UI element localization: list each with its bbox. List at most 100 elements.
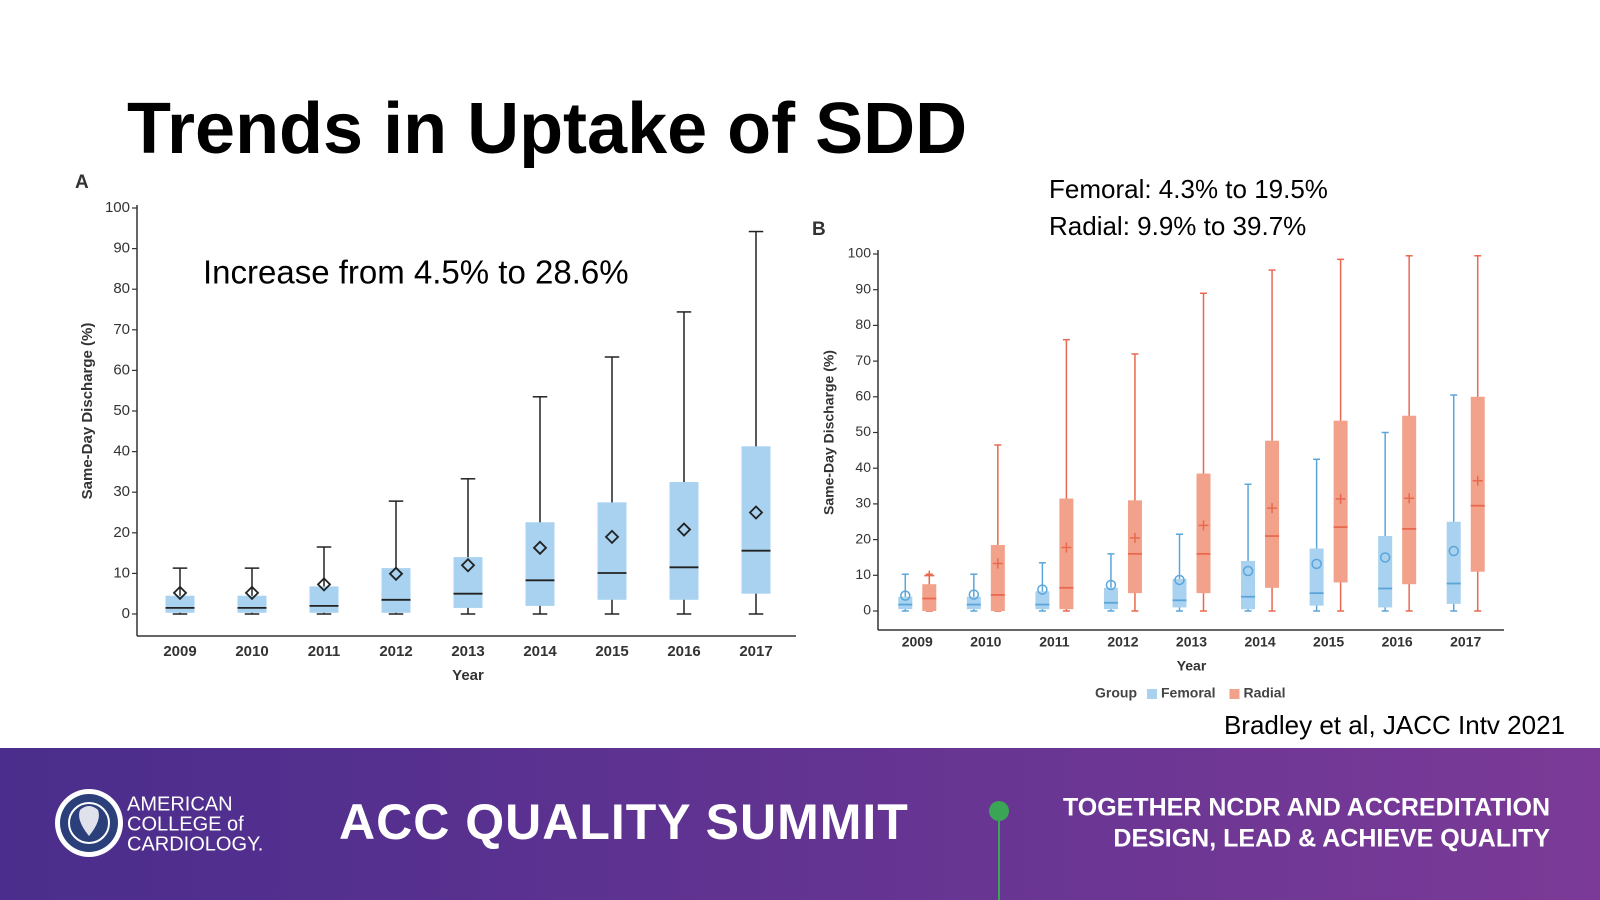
y-tick-label: 30 xyxy=(855,495,871,511)
x-tick-label: 2015 xyxy=(1313,634,1344,650)
mean xyxy=(1105,579,1117,591)
x-tick-label: 2015 xyxy=(595,643,628,660)
box xyxy=(381,568,411,613)
y-tick-label: 20 xyxy=(113,524,130,541)
mean xyxy=(924,570,935,581)
footer-band xyxy=(0,748,1600,900)
mean xyxy=(1379,552,1391,563)
x-tick-label: 2009 xyxy=(902,634,933,650)
mean xyxy=(316,577,332,592)
legend-title: Group xyxy=(1095,685,1137,701)
box xyxy=(597,502,627,600)
y-tick-label: 0 xyxy=(863,602,871,618)
x-tick-label: 2017 xyxy=(739,643,772,660)
y-tick-label: 60 xyxy=(113,361,130,378)
box xyxy=(1059,498,1074,610)
x-tick-label: 2013 xyxy=(451,643,484,660)
y-tick-label: 70 xyxy=(855,352,871,368)
y-tick-label: 10 xyxy=(113,564,130,581)
event-name: ACC QUALITY SUMMIT xyxy=(339,794,909,850)
x-tick-label: 2010 xyxy=(970,634,1001,650)
org-line: AMERICAN xyxy=(127,793,233,815)
y-tick-label: 10 xyxy=(855,566,871,582)
org-line: CARDIOLOGY. xyxy=(127,833,263,855)
x-tick-label: 2010 xyxy=(235,643,268,660)
mean xyxy=(1311,558,1322,570)
box xyxy=(1172,578,1187,608)
box xyxy=(453,557,483,608)
y-tick-label: 40 xyxy=(113,443,130,460)
box xyxy=(966,596,981,610)
mean xyxy=(748,505,764,520)
slide-title: Trends in Uptake of SDD xyxy=(127,89,967,169)
x-tick-label: 2016 xyxy=(1382,634,1413,650)
mean xyxy=(172,585,188,601)
box xyxy=(898,596,913,610)
y-tick-label: 80 xyxy=(113,280,130,297)
mean xyxy=(992,558,1003,569)
y-tick-label: 70 xyxy=(113,321,130,338)
y-tick-label: 50 xyxy=(113,402,130,419)
mean xyxy=(1404,493,1415,504)
x-tick-label: 2009 xyxy=(163,643,196,660)
x-tick-label: 2017 xyxy=(1450,634,1481,650)
y-tick-label: 60 xyxy=(855,388,871,404)
mean xyxy=(1129,532,1140,543)
panel-label: A xyxy=(75,172,89,193)
x-tick-label: 2014 xyxy=(523,643,557,660)
x-tick-label: 2012 xyxy=(1107,634,1138,650)
x-tick-label: 2011 xyxy=(308,643,341,660)
mean xyxy=(604,529,620,545)
mean xyxy=(1037,584,1048,595)
annotation: Increase from 4.5% to 28.6% xyxy=(203,254,629,291)
y-tick-label: 90 xyxy=(113,240,130,257)
box xyxy=(741,446,771,594)
y-tick-label: 0 xyxy=(122,605,130,622)
mean xyxy=(1061,542,1072,553)
box xyxy=(1378,536,1393,608)
chart: A Increase from 4.5% to 28.6% 0 10 20 30 40 50 6… xyxy=(75,172,796,684)
tagline: TOGETHER NCDR AND ACCREDITATION xyxy=(1063,794,1550,822)
tagline: DESIGN, LEAD & ACHIEVE QUALITY xyxy=(1113,825,1550,853)
y-tick-label: 30 xyxy=(113,483,130,500)
source: Bradley et al, JACC Intv 2021 xyxy=(1224,710,1565,740)
box xyxy=(1446,521,1461,604)
mean xyxy=(968,589,980,600)
legend-swatch xyxy=(1147,689,1157,699)
box xyxy=(525,522,555,606)
legend-label: Radial xyxy=(1243,685,1285,701)
y-tick-label: 100 xyxy=(105,199,130,216)
mean xyxy=(1335,493,1346,504)
y-tick-label: 20 xyxy=(855,530,871,546)
x-tick-label: 2016 xyxy=(667,643,700,660)
mean xyxy=(1198,520,1209,531)
box xyxy=(669,482,699,600)
annotation: Radial: 9.9% to 39.7% xyxy=(1049,211,1306,241)
x-tick-label: 2011 xyxy=(1039,634,1070,650)
box xyxy=(1196,473,1211,594)
mean xyxy=(1472,475,1483,486)
org-line: COLLEGE of xyxy=(127,813,244,835)
x-axis-title: Year xyxy=(1177,658,1207,674)
y-axis-title: Same-Day Discharge (%) xyxy=(821,350,837,515)
logo-heart xyxy=(79,806,99,836)
y-tick-label: 80 xyxy=(855,316,871,332)
legend-label: Femoral xyxy=(1161,685,1215,701)
mean xyxy=(1448,545,1459,557)
mean xyxy=(1174,574,1185,586)
footer: AMERICAN COLLEGE of CARDIOLOGY. ACC QUAL… xyxy=(0,748,1600,900)
x-tick-label: 2012 xyxy=(379,643,412,660)
x-tick-label: 2013 xyxy=(1176,634,1207,650)
y-tick-label: 100 xyxy=(848,245,872,261)
mean xyxy=(676,522,692,537)
mean xyxy=(1267,503,1278,514)
logo-inner xyxy=(68,802,110,844)
x-tick-label: 2014 xyxy=(1244,634,1275,650)
y-axis-title: Same-Day Discharge (%) xyxy=(79,323,96,500)
x-axis-title: Year xyxy=(452,667,484,684)
box xyxy=(1241,561,1256,610)
box xyxy=(1309,548,1324,606)
mean xyxy=(1242,565,1254,577)
